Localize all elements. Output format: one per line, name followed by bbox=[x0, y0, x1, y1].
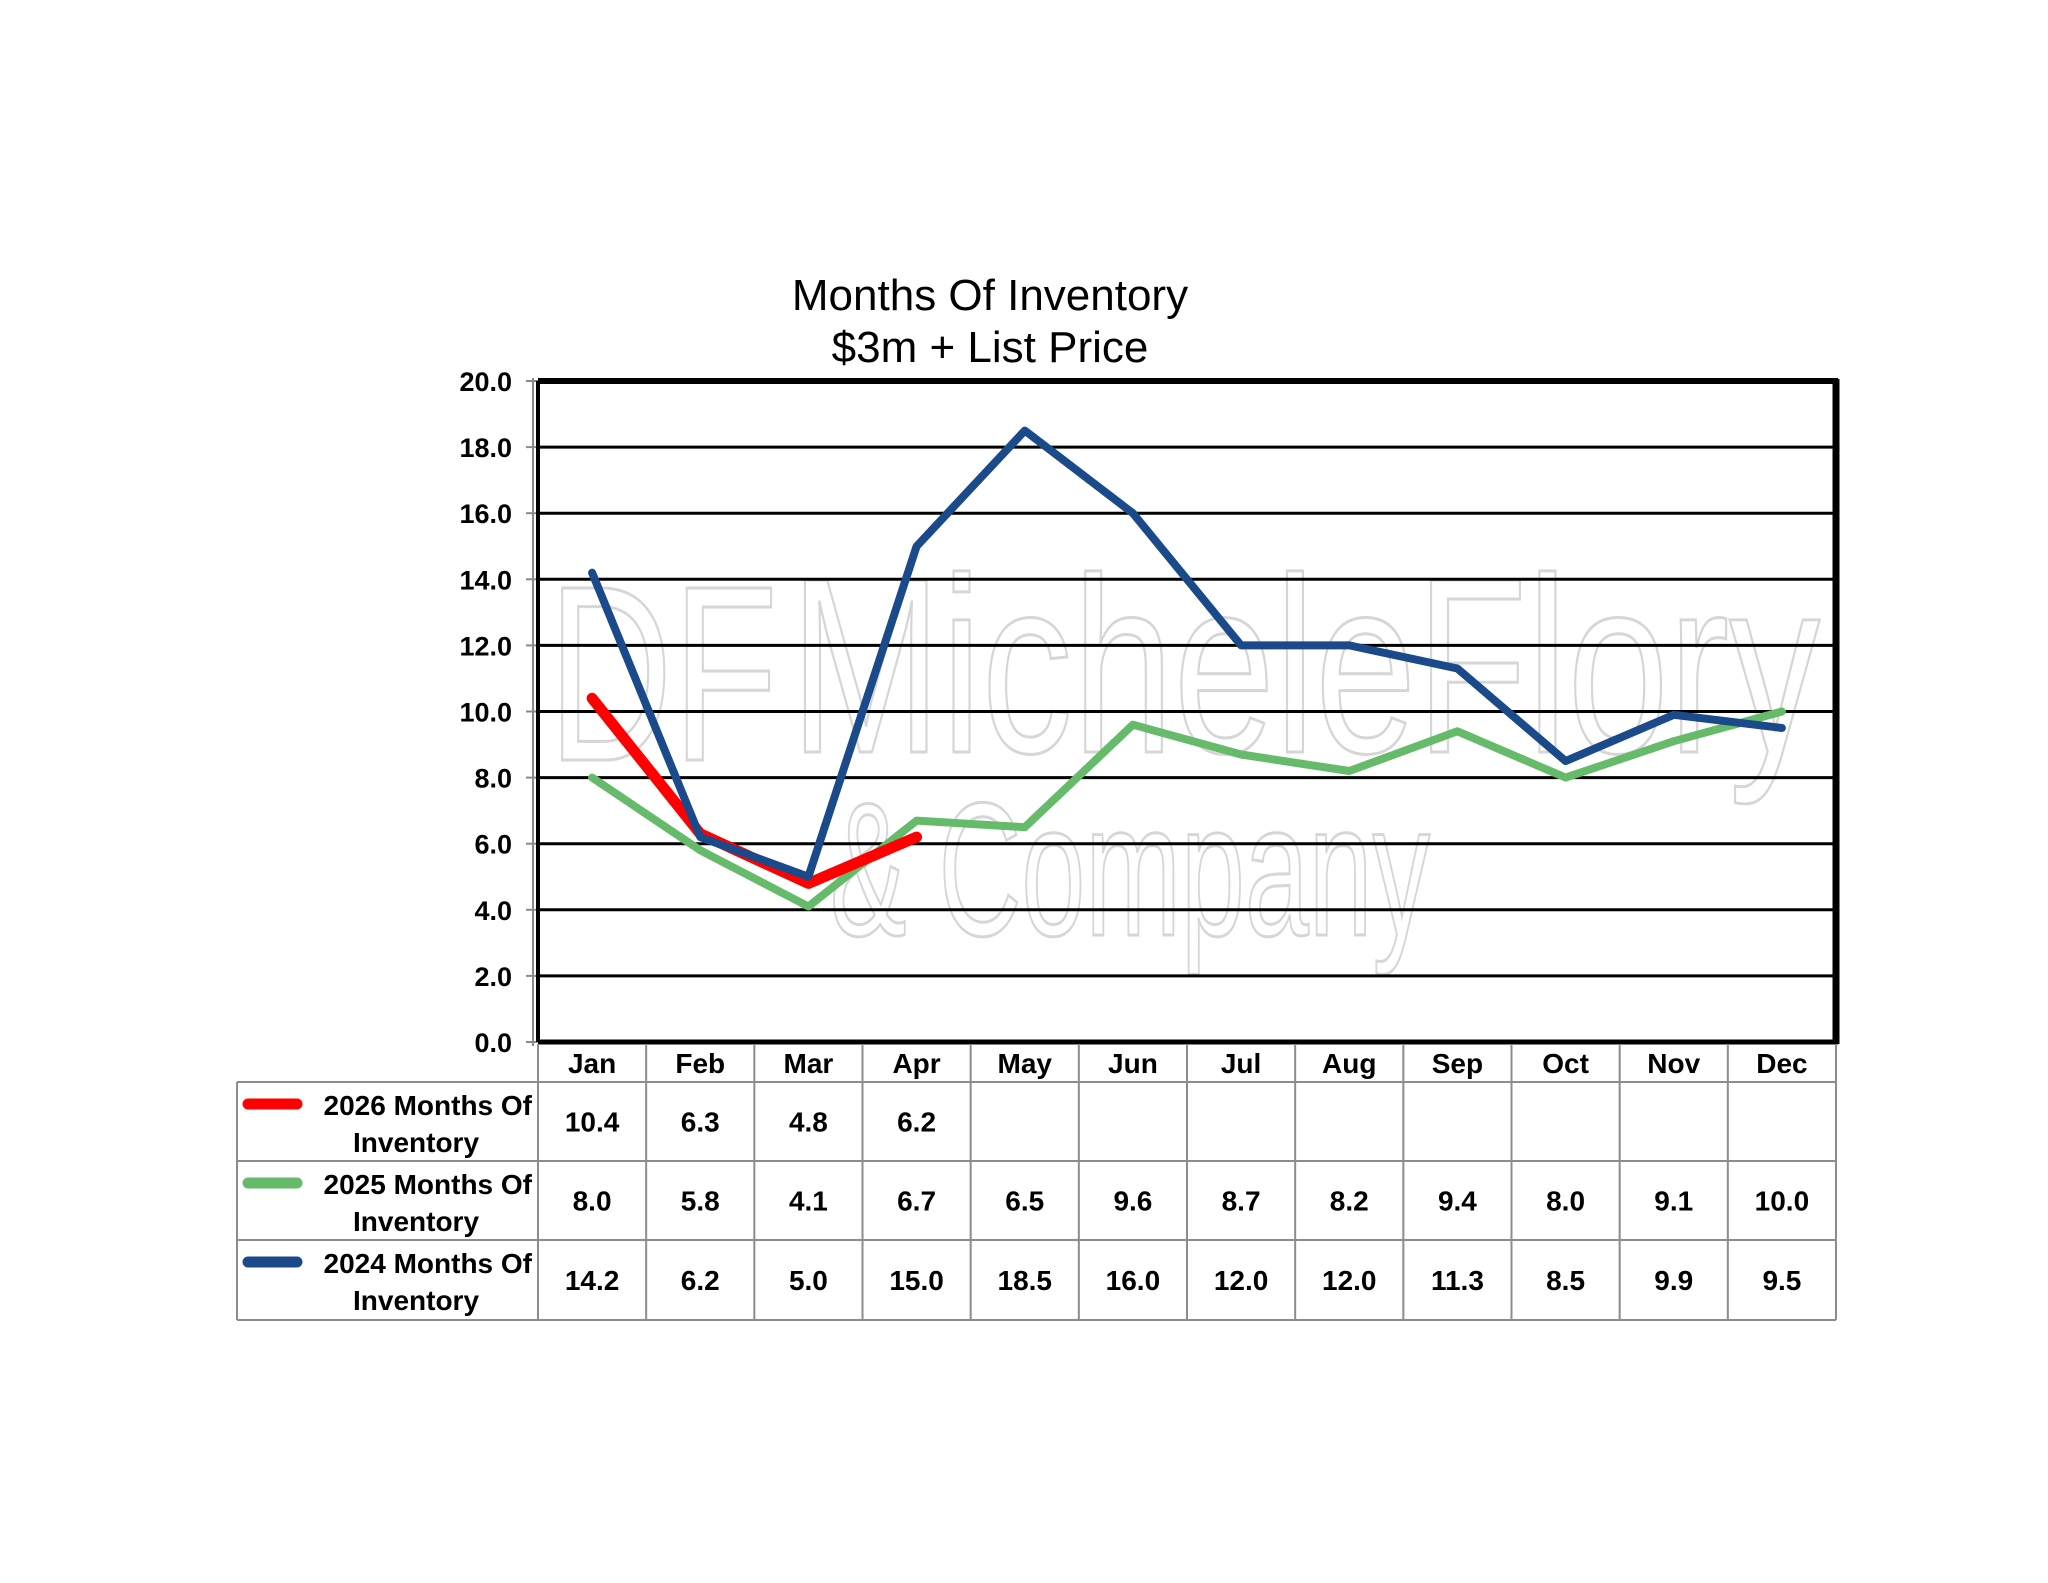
x-tick-label: Oct bbox=[1542, 1048, 1589, 1079]
x-tick-label: Jan bbox=[568, 1048, 616, 1079]
data-label: 6.2 bbox=[897, 1107, 936, 1138]
x-tick-label: Apr bbox=[892, 1048, 940, 1079]
data-label: 9.4 bbox=[1438, 1186, 1477, 1217]
x-tick-label: Sep bbox=[1432, 1048, 1483, 1079]
data-label: 11.3 bbox=[1431, 1265, 1484, 1296]
data-label: 5.8 bbox=[681, 1186, 720, 1217]
legend-label: 2025 Months Of bbox=[324, 1169, 533, 1200]
data-label: 9.9 bbox=[1654, 1265, 1693, 1296]
x-tick-label: Nov bbox=[1647, 1048, 1700, 1079]
legend-label: Inventory bbox=[353, 1285, 479, 1316]
legend-label: 2026 Months Of bbox=[324, 1090, 533, 1121]
legend-label: 2024 Months Of bbox=[324, 1248, 533, 1279]
y-tick-label: 14.0 bbox=[459, 565, 512, 595]
gridlines bbox=[538, 445, 1836, 978]
y-tick-label: 6.0 bbox=[474, 830, 512, 860]
data-label: 6.3 bbox=[681, 1107, 720, 1138]
y-axis: 0.0 2.0 4.0 6.0 8.0 10.0 12.0 14.0 16.0 18.0 20.0 bbox=[459, 367, 538, 1058]
y-tick-label: 2.0 bbox=[474, 962, 512, 992]
watermark-logo: DF bbox=[548, 534, 778, 813]
data-label: 6.2 bbox=[681, 1265, 720, 1296]
watermark-line2: & Company bbox=[830, 764, 1430, 976]
y-tick-label: 0.0 bbox=[474, 1028, 512, 1058]
chart-subtitle: $3m + List Price bbox=[832, 323, 1149, 372]
data-label: 10.4 bbox=[565, 1107, 620, 1138]
watermark: DF MicheleFlory & Company bbox=[547, 525, 1822, 978]
data-label: 9.1 bbox=[1654, 1186, 1693, 1217]
y-tick-label: 18.0 bbox=[459, 433, 512, 463]
data-label: 4.8 bbox=[789, 1107, 828, 1138]
data-label: 4.1 bbox=[789, 1186, 828, 1217]
series-line-2025 bbox=[588, 707, 1786, 911]
data-label: 12.0 bbox=[1322, 1265, 1377, 1296]
data-label: 6.7 bbox=[897, 1186, 936, 1217]
data-label: 12.0 bbox=[1214, 1265, 1269, 1296]
y-tick-label: 8.0 bbox=[474, 764, 512, 794]
data-label: 9.6 bbox=[1113, 1186, 1152, 1217]
watermark-line1: MicheleFlory bbox=[790, 526, 1820, 805]
x-tick-label: Mar bbox=[784, 1048, 834, 1079]
data-label: 5.0 bbox=[789, 1265, 828, 1296]
y-tick-label: 12.0 bbox=[459, 631, 512, 661]
y-tick-label: 16.0 bbox=[459, 499, 512, 529]
data-label: 18.5 bbox=[998, 1265, 1053, 1296]
x-tick-label: Jul bbox=[1221, 1048, 1261, 1079]
x-tick-label: Jun bbox=[1108, 1048, 1158, 1079]
y-tick-label: 10.0 bbox=[459, 698, 512, 728]
data-label: 10.0 bbox=[1755, 1186, 1810, 1217]
data-label: 8.5 bbox=[1546, 1265, 1585, 1296]
legend-label: Inventory bbox=[353, 1206, 479, 1237]
y-tick-label: 20.0 bbox=[459, 367, 512, 397]
data-label: 8.2 bbox=[1330, 1186, 1369, 1217]
x-tick-label: Aug bbox=[1322, 1048, 1376, 1079]
data-label: 15.0 bbox=[889, 1265, 944, 1296]
data-label: 6.5 bbox=[1005, 1186, 1044, 1217]
data-table: Jan Feb Mar Apr May Jun Jul Aug Sep Oct Nov Dec 2026… bbox=[236, 1044, 1837, 1321]
plot-border bbox=[532, 378, 1840, 1046]
series-line-2024 bbox=[588, 426, 1786, 881]
series-lines bbox=[586, 426, 1786, 911]
data-label: 9.5 bbox=[1762, 1265, 1801, 1296]
chart-title: Months Of Inventory bbox=[792, 271, 1188, 320]
data-label: 8.0 bbox=[573, 1186, 612, 1217]
data-label: 8.7 bbox=[1222, 1186, 1261, 1217]
data-label: 16.0 bbox=[1106, 1265, 1161, 1296]
data-label: 8.0 bbox=[1546, 1186, 1585, 1217]
x-tick-label: Dec bbox=[1756, 1048, 1807, 1079]
data-label: 14.2 bbox=[565, 1265, 620, 1296]
legend-label: Inventory bbox=[353, 1127, 479, 1158]
x-tick-label: Feb bbox=[675, 1048, 725, 1079]
x-tick-label: May bbox=[998, 1048, 1053, 1079]
y-tick-label: 4.0 bbox=[474, 896, 512, 926]
